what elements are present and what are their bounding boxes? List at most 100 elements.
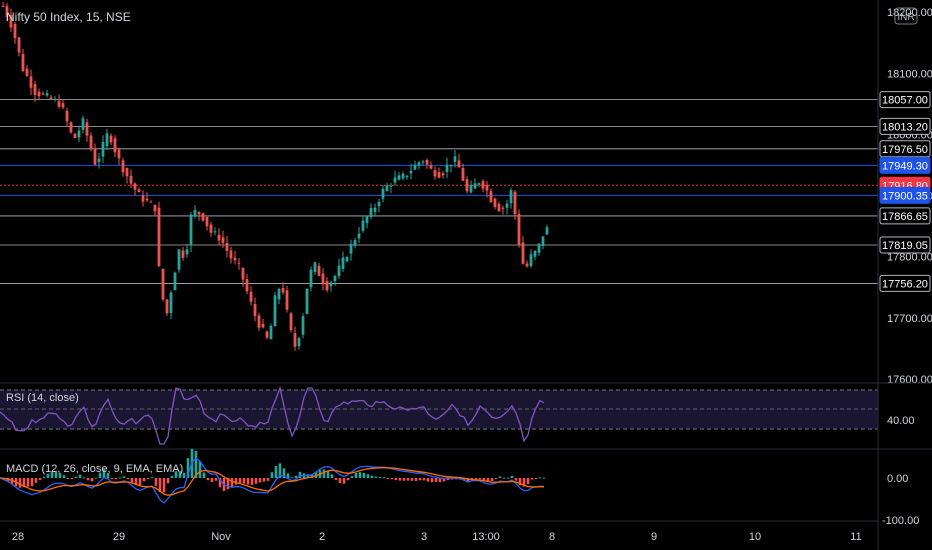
- candle-body: [85, 122, 89, 136]
- macd-signal-line: [0, 467, 544, 496]
- candle-body: [229, 250, 233, 259]
- candle-body: [521, 242, 525, 264]
- price-level-tag-text: 17900.35: [882, 190, 928, 202]
- candle-body: [545, 227, 549, 235]
- price-tick-label: 18100.00: [887, 68, 932, 80]
- candle-body: [321, 273, 325, 285]
- chart-title: Nifty 50 Index, 15, NSE: [6, 10, 131, 24]
- macd-histogram-bar: [170, 475, 174, 478]
- macd-histogram-bar: [478, 478, 482, 480]
- macd-histogram-bar: [194, 451, 198, 478]
- macd-histogram-bar: [202, 472, 206, 478]
- macd-histogram-bar: [542, 477, 546, 479]
- candle-body: [153, 204, 157, 212]
- candle-body: [201, 213, 205, 221]
- macd-histogram-bar: [474, 478, 478, 480]
- candle-body: [397, 175, 401, 180]
- candle-body: [17, 37, 21, 53]
- macd-histogram-bar: [382, 477, 386, 479]
- macd-histogram-bar: [334, 478, 338, 481]
- macd-histogram-bar: [114, 478, 118, 480]
- candle-body: [429, 165, 433, 169]
- price-level-tag[interactable]: [879, 207, 931, 225]
- price-tick-label: 17700.00: [887, 313, 932, 325]
- macd-histogram-bar: [394, 478, 398, 481]
- candle-body: [73, 133, 77, 138]
- candle-body: [457, 160, 461, 168]
- candle-body: [189, 214, 193, 246]
- candle-body: [77, 130, 81, 138]
- price-tick-label: 18200.00: [887, 7, 932, 19]
- macd-histogram-bar: [310, 474, 314, 478]
- macd-histogram-bar: [138, 478, 142, 486]
- candle-body: [281, 287, 285, 293]
- candle-body: [329, 282, 333, 287]
- price-level-tag[interactable]: [879, 274, 931, 292]
- price-level-tag[interactable]: [879, 236, 931, 254]
- candle-body: [501, 207, 505, 209]
- candle-body: [173, 272, 177, 291]
- macd-histogram-bar: [130, 478, 134, 483]
- macd-histogram-bar: [510, 475, 514, 478]
- price-level-tag[interactable]: [879, 140, 931, 158]
- candle-body: [285, 290, 289, 310]
- candle-body: [313, 262, 317, 272]
- macd-histogram-bar: [90, 478, 94, 482]
- currency-badge[interactable]: INR: [894, 7, 918, 25]
- macd-histogram-bar: [486, 478, 490, 482]
- price-level-tag[interactable]: [879, 186, 931, 204]
- price-level-lines: [0, 99, 878, 284]
- macd-histogram-bar: [86, 478, 90, 481]
- macd-histogram-bar: [298, 471, 302, 478]
- macd-histogram-bar: [530, 478, 534, 480]
- candle-body: [413, 164, 417, 170]
- macd-histogram-bar: [498, 476, 502, 478]
- candle-body: [165, 299, 169, 314]
- macd-histogram-bar: [166, 478, 170, 484]
- macd-histogram-bar: [50, 471, 54, 478]
- candle-body: [273, 295, 277, 327]
- candle-body: [13, 23, 17, 39]
- candle-body: [41, 93, 45, 95]
- macd-histogram-bar: [286, 473, 290, 478]
- candle-body: [97, 158, 101, 163]
- macd-histogram-bar: [450, 478, 454, 480]
- macd-histogram-bar: [70, 478, 74, 480]
- price-tick-label: 17600.00: [887, 374, 932, 386]
- candle-body: [389, 185, 393, 187]
- candle-body: [469, 184, 473, 193]
- price-level-tag[interactable]: [879, 117, 931, 135]
- candle-body: [401, 173, 405, 179]
- candle-body: [149, 201, 153, 203]
- macd-histogram-bar: [350, 476, 354, 478]
- macd-histogram-bar: [494, 478, 498, 479]
- time-axis[interactable]: 28 29 Nov 2 3 13:00 8 9 10 11: [12, 531, 862, 543]
- macd-histogram-bar: [162, 478, 166, 493]
- price-level-tag[interactable]: [879, 156, 931, 174]
- candle-body: [205, 216, 209, 227]
- macd-histogram-bar: [198, 461, 202, 478]
- macd-line: [0, 457, 544, 504]
- macd-histogram-bar: [30, 478, 34, 487]
- candle-body: [245, 279, 249, 292]
- candle-body: [353, 240, 357, 246]
- rsi-line: [0, 385, 545, 445]
- candle-body: [513, 191, 517, 215]
- candle-body: [525, 263, 529, 267]
- macd-histogram-bar: [274, 466, 278, 478]
- candle-body: [261, 323, 265, 328]
- time-tick-label: Nov: [211, 531, 231, 543]
- candle-body: [409, 170, 413, 174]
- macd-histogram-bar: [282, 468, 286, 478]
- candle-body: [357, 233, 361, 239]
- macd-histogram-bar: [178, 471, 182, 478]
- candle-body: [517, 213, 521, 245]
- price-level-tag[interactable]: [879, 91, 931, 109]
- candle-body: [381, 188, 385, 199]
- macd-histogram-bar: [74, 476, 78, 478]
- rsi-tick-label: 40.00: [887, 415, 915, 427]
- candle-body: [53, 98, 57, 100]
- macd-histogram-bar: [98, 472, 102, 478]
- candle-body: [541, 236, 545, 246]
